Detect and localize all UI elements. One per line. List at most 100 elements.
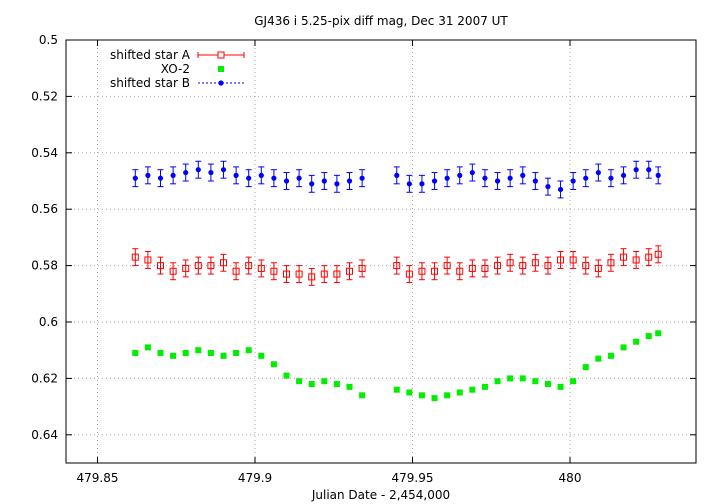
legend-label: shifted star B [110,76,190,90]
data-point [270,361,277,368]
x-tick-label: 480 [559,471,582,485]
data-point [646,167,652,173]
data-point [570,378,577,385]
data-point [170,172,176,178]
data-point [320,270,328,278]
y-tick-label: 0.6 [39,315,58,329]
data-point [170,352,177,359]
data-point [271,175,277,181]
data-point [406,181,412,187]
data-point [233,350,240,357]
data-point [405,270,413,278]
data-point [406,389,413,396]
data-point [469,169,475,176]
data-point [519,375,526,382]
legend-swatch-marker [217,51,225,59]
data-point [655,330,662,337]
data-point [608,175,614,181]
data-point [157,350,164,357]
data-point [418,392,425,399]
data-point [157,262,164,270]
data-point [633,167,639,173]
data-point [645,253,653,261]
data-point [431,395,438,402]
data-point [633,338,640,345]
data-point [494,262,502,270]
data-point [494,378,501,385]
data-point [157,175,164,181]
data-point [545,184,551,190]
data-point [443,262,451,270]
data-point [607,259,615,267]
data-point [544,262,552,270]
legend-swatch-marker [218,80,224,86]
data-point [620,172,627,178]
data-point [194,262,202,270]
data-point [645,333,652,340]
data-point [321,178,327,184]
data-point [283,270,290,278]
data-point [258,352,265,359]
legend-swatch-marker [218,66,224,72]
data-point [207,262,215,270]
series-layer [131,160,662,402]
y-tick-label: 0.54 [31,146,58,160]
data-point [557,256,565,264]
data-point [169,267,177,275]
data-point [532,178,538,184]
data-point [481,383,488,390]
data-point [468,264,476,272]
data-point [195,167,201,173]
data-point [258,172,264,178]
data-point [519,262,527,270]
data-point [220,352,227,359]
y-tick-label: 0.5 [39,33,58,47]
data-point [582,262,590,270]
data-point [183,169,189,176]
data-point [582,364,589,371]
data-point [182,264,190,272]
legend-label: shifted star A [110,48,191,62]
legend-label: XO-2 [161,62,190,76]
data-point [394,172,400,178]
data-point [393,262,401,270]
plot-frame [65,39,697,464]
data-point [346,267,353,275]
data-point [457,172,463,178]
data-point [346,178,353,184]
data-point [321,378,328,385]
grid [66,39,696,463]
y-tick-label: 0.62 [31,371,58,385]
data-point [655,172,661,178]
data-point [359,392,366,399]
data-point [296,175,302,181]
data-point [333,270,341,278]
data-point [270,267,278,275]
data-point [632,256,640,264]
data-point [257,264,265,272]
data-point [456,267,464,275]
data-point [544,381,551,388]
data-point [245,347,252,354]
data-point [220,259,227,267]
data-point [456,389,463,396]
data-point [334,181,340,187]
data-point [245,262,253,270]
x-axis-label: Julian Date - 2,454,000 [311,488,450,502]
series-shifted-star-a [131,245,662,286]
data-point [246,175,252,181]
data-point [308,381,315,388]
data-point [220,167,227,173]
chart-title: GJ436 i 5.25-pix diff mag, Dec 31 2007 U… [254,14,508,28]
data-point [557,186,564,193]
data-point [195,347,202,354]
data-point [208,169,214,176]
data-point [595,355,602,362]
series-shifted-star-b [132,160,662,199]
data-point [595,169,601,176]
data-point [583,175,589,181]
x-tick-label: 479.95 [392,471,434,485]
data-point [532,378,539,385]
data-point [444,175,450,181]
